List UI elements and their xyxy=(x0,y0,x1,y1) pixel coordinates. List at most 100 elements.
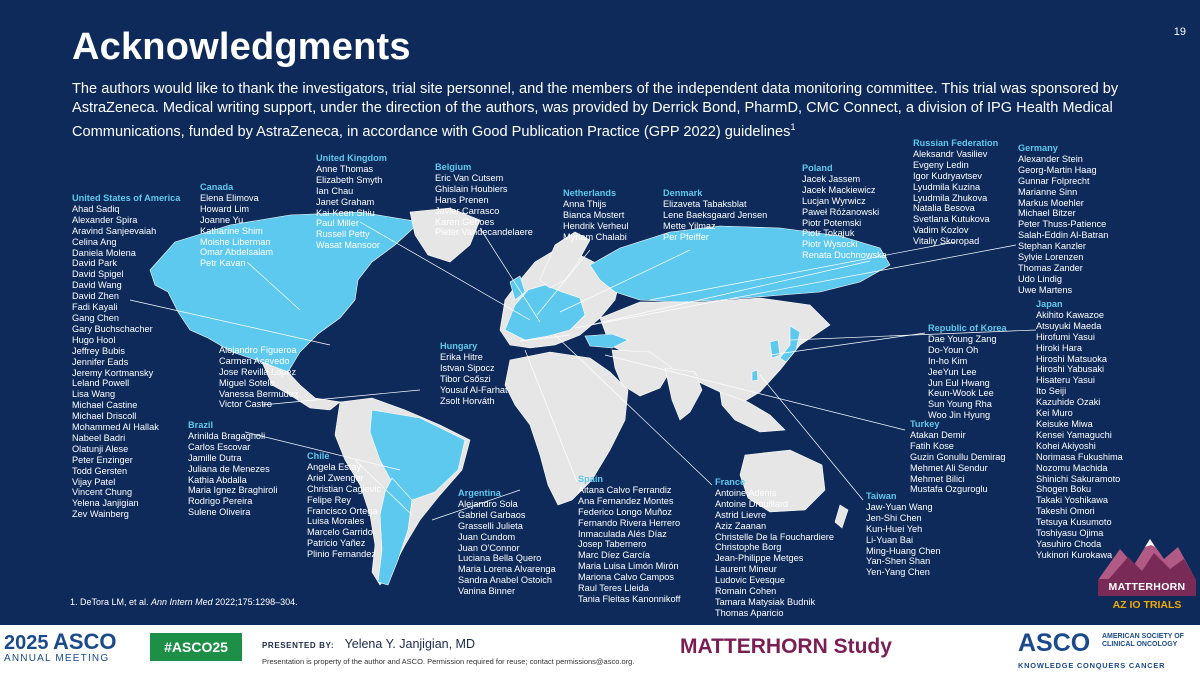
investigator-name: Kai-Keen Shiu xyxy=(316,207,375,218)
investigator-name: Marianne Sinn xyxy=(1018,186,1078,197)
investigator-name: Alexander Stein xyxy=(1018,153,1083,164)
investigator-name: Antoine Drouillard xyxy=(715,498,789,509)
investigator-name: Georg-Martin Haag xyxy=(1018,164,1097,175)
investigator-name: Kohei Akiyoshi xyxy=(1036,440,1096,451)
investigator-name: Kathia Abdalla xyxy=(188,474,247,485)
investigator-name: Inmaculada Alés Díaz xyxy=(578,528,667,539)
country-block-spain: Spain Aitana Calvo Ferrandiz Ana Fernandez… xyxy=(578,474,681,605)
leader-lines xyxy=(129,221,1037,521)
investigator-name: Piotr Tokajuk xyxy=(802,228,855,239)
country-block-brazil: Brazil Arinilda Bragagnoli Carlos Escovar J… xyxy=(188,420,277,518)
asco-society-logo: ASCO AMERICAN SOCIETY OF CLINICAL ONCOLO… xyxy=(1018,629,1184,670)
asco-society-name: AMERICAN SOCIETY OF CLINICAL ONCOLOGY xyxy=(1102,633,1184,648)
investigator-name: Piotr Wysocki xyxy=(802,239,858,250)
leader-line xyxy=(244,431,401,471)
country-name: Brazil xyxy=(188,420,214,430)
argentina-chile-shape xyxy=(377,477,413,586)
leader-line xyxy=(759,374,864,501)
investigator-name: Igor Kudryavtsev xyxy=(913,170,982,181)
investigator-name: Ito Seiji xyxy=(1036,386,1067,397)
investigator-name: Keun-Wook Lee xyxy=(928,388,994,399)
leader-line xyxy=(261,389,421,406)
country-block-japan: Japan Akihito Kawazoe Atsuyuki Maeda Hirofu… xyxy=(1036,299,1123,561)
investigator-name: Hisateru Yasui xyxy=(1036,375,1095,386)
investigator-name: Miguel Sotelo xyxy=(219,377,275,388)
investigator-name: Myriam Chalabi xyxy=(563,231,627,242)
investigator-name: Vijay Patel xyxy=(72,476,116,487)
investigator-name: Ghislain Houbiers xyxy=(435,183,508,194)
investigator-name: Mustafa Ozguroglu xyxy=(910,484,988,495)
investigator-name: Jennifer Eads xyxy=(72,356,129,367)
investigator-name: Maria Luisa Limón Mirón xyxy=(578,561,679,572)
country-name: Japan xyxy=(1036,299,1063,309)
matterhorn-logo: MATTERHORN AZ IO TRIALS xyxy=(1098,535,1196,620)
slide-title: Acknowledgments xyxy=(72,26,411,68)
investigator-name: Sandra Anabel Ostoich xyxy=(458,575,552,586)
investigator-name: David Zhen xyxy=(72,291,119,302)
investigator-name: Yousuf Al-Farhat xyxy=(440,384,508,395)
investigator-name: Juan Cundom xyxy=(458,531,516,542)
investigator-name: Do-Youn Oh xyxy=(928,344,979,355)
leader-line xyxy=(536,249,591,316)
investigator-name: Karen Geboes xyxy=(435,216,495,227)
asco-tagline: KNOWLEDGE CONQUERS CANCER xyxy=(1018,661,1166,670)
country-block-belgium: Belgium Eric Van Cutsem Ghislain Houbiers H… xyxy=(435,162,533,238)
investigator-name: Per Pfeiffer xyxy=(663,231,709,242)
presented-by: PRESENTED BY: Yelena Y. Janjigian, MD xyxy=(262,635,475,653)
investigator-name: Shogen Boku xyxy=(1036,484,1092,495)
country-block-chile: Chile Angela Estay Ariel Zwenger Christian … xyxy=(307,451,381,560)
investigator-name: Evgeny Ledin xyxy=(913,159,969,170)
southeast-asia-shape xyxy=(719,391,786,433)
investigator-name: Tania Fleitas Kanonnikoff xyxy=(578,593,681,604)
investigator-name: Ian Chau xyxy=(316,185,354,196)
scandinavia-shape xyxy=(539,231,591,289)
country-block-denmark: Denmark Elizaveta Tabaksblat Lene Baeksgaa… xyxy=(663,188,767,243)
leader-line xyxy=(246,261,301,311)
footnote-suffix: 2022;175:1298–304. xyxy=(212,597,298,607)
investigator-name: Paweł Różanowski xyxy=(802,206,880,217)
slide-number: 19 xyxy=(1173,26,1186,38)
leader-line xyxy=(359,221,531,321)
investigator-name: Federico Longo Muñoz xyxy=(578,506,672,517)
investigator-name: Lyudmila Zhukova xyxy=(913,192,988,203)
investigator-name: Ahad Sadiq xyxy=(72,203,120,214)
investigator-name: Michael Bitzer xyxy=(1018,208,1076,219)
investigator-name: Svetlana Kutukova xyxy=(913,214,990,225)
asco-wordmark: ASCO xyxy=(1018,629,1091,657)
investigator-name: Luciana Bella Quero xyxy=(458,553,542,564)
investigator-name: Howard Lim xyxy=(200,203,250,214)
leader-line xyxy=(479,227,541,323)
asco-annual-meeting-logo: 2025 ASCO ANNUAL MEETING xyxy=(4,629,117,664)
investigator-name: Ludovic Evesque xyxy=(715,575,785,586)
intro-paragraph: The authors would like to thank the inve… xyxy=(72,80,1162,142)
investigator-name: Lyudmila Kuzina xyxy=(913,181,981,192)
investigator-name: Christelle De la Fouchardiere xyxy=(715,531,834,542)
investigator-name: Jose Revilla Lopez xyxy=(219,366,297,377)
investigator-name: Victor Castro xyxy=(219,399,272,410)
investigator-name: JeeYun Lee xyxy=(928,366,977,377)
leader-line xyxy=(769,332,926,356)
investigator-name: Jeremy Kortmansky xyxy=(72,367,154,378)
investigator-name: Ana Fernandez Montes xyxy=(578,495,674,506)
investigator-name: Hans Prenen xyxy=(435,194,489,205)
investigator-name: Elizabeth Smyth xyxy=(316,174,383,185)
investigator-name: Michael Driscoll xyxy=(72,411,137,422)
investigator-name: Laurent Mineur xyxy=(715,564,777,575)
investigator-name: Maria Lorena Alvarenga xyxy=(458,564,556,575)
country-name: Taiwan xyxy=(866,491,897,501)
leader-line xyxy=(574,244,1017,329)
investigator-name: Todd Gersten xyxy=(72,465,128,476)
investigator-name: Jamille Dutra xyxy=(188,452,242,463)
investigator-name: Moishe Liberman xyxy=(200,236,271,247)
uk-shape xyxy=(509,275,526,301)
country-name: United Kingdom xyxy=(316,153,387,163)
investigator-name: Lucjan Wyrwicz xyxy=(802,195,866,206)
investigator-name: Jen-Shi Chen xyxy=(866,512,922,523)
investigator-name: Katharine Shim xyxy=(200,225,263,236)
investigator-name: David Park xyxy=(72,258,117,269)
country-block-united-kingdom: United Kingdom Anne Thomas Elizabeth Smyth… xyxy=(316,153,387,251)
middle-east-shape xyxy=(611,349,673,397)
leader-line xyxy=(129,299,331,346)
intro-reference: 1 xyxy=(790,122,796,132)
country-name: Argentina xyxy=(458,488,501,498)
